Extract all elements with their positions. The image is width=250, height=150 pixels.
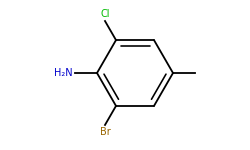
- Text: Cl: Cl: [100, 9, 110, 19]
- Text: H₂N: H₂N: [54, 68, 73, 78]
- Text: Br: Br: [100, 127, 110, 137]
